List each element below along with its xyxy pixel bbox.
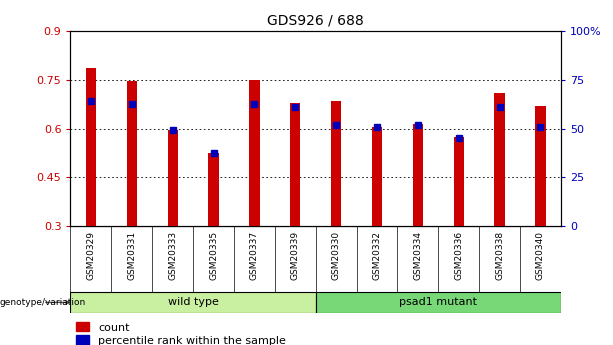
Bar — [372, 127, 382, 226]
Legend: count, percentile rank within the sample: count, percentile rank within the sample — [76, 322, 286, 345]
Text: psad1 mutant: psad1 mutant — [399, 297, 478, 307]
Text: GSM20337: GSM20337 — [250, 231, 259, 280]
Bar — [70, 292, 316, 313]
Bar — [495, 93, 504, 226]
Bar — [454, 137, 464, 226]
Text: GSM20336: GSM20336 — [454, 231, 463, 280]
Bar — [208, 153, 219, 226]
Bar — [316, 292, 561, 313]
Title: GDS926 / 688: GDS926 / 688 — [267, 13, 364, 27]
Text: GSM20332: GSM20332 — [373, 231, 381, 280]
Bar — [127, 81, 137, 226]
Text: GSM20339: GSM20339 — [291, 231, 300, 280]
Bar — [167, 130, 178, 226]
Bar — [413, 124, 423, 226]
Bar — [535, 106, 546, 226]
Text: genotype/variation: genotype/variation — [0, 298, 86, 307]
Text: GSM20334: GSM20334 — [413, 231, 422, 280]
Text: GSM20331: GSM20331 — [128, 231, 136, 280]
Text: GSM20333: GSM20333 — [168, 231, 177, 280]
Text: wild type: wild type — [168, 297, 218, 307]
Text: GSM20330: GSM20330 — [332, 231, 341, 280]
Text: GSM20335: GSM20335 — [209, 231, 218, 280]
Bar — [290, 102, 300, 226]
Text: GSM20329: GSM20329 — [86, 231, 96, 280]
Bar — [86, 68, 96, 226]
Bar — [249, 80, 259, 226]
Text: GSM20340: GSM20340 — [536, 231, 545, 280]
Bar — [331, 101, 341, 226]
Text: GSM20338: GSM20338 — [495, 231, 504, 280]
